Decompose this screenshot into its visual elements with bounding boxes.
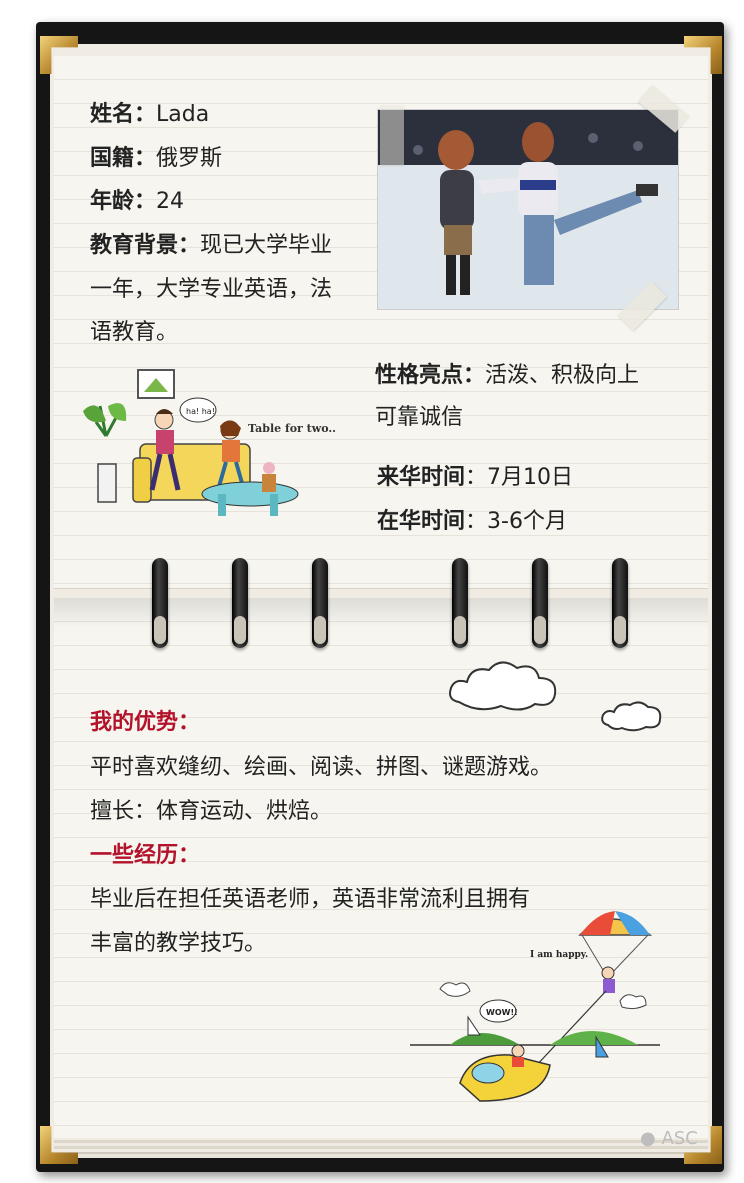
strengths-heading: 我的优势： (90, 703, 200, 743)
name-row: 姓名：Lada (90, 95, 209, 135)
binder-ring (452, 558, 468, 648)
boat-bubble-text: WOW!! (486, 1008, 518, 1017)
binder-ring (612, 558, 628, 648)
cloud-icon (445, 656, 565, 716)
personality-label: 性格亮点： (375, 363, 485, 388)
personality-line: 可靠诚信 (375, 398, 463, 438)
stay-value: 3-6个月 (487, 509, 567, 534)
couple-illustration: ha! ha! Table for two.. (78, 366, 353, 521)
binder-ring (232, 558, 248, 648)
education-line: 一年，大学专业英语，法 (90, 270, 332, 310)
wechat-icon: ● (640, 1128, 656, 1149)
binder-ring (152, 558, 168, 648)
age-row: 年龄：24 (90, 182, 184, 222)
stay-row: 在华时间：3-6个月 (377, 502, 567, 542)
education-row: 教育背景：现已大学毕业 (90, 226, 332, 266)
page-edge (54, 1146, 708, 1149)
wechat-watermark: ● ASC (640, 1128, 698, 1149)
arrival-label: 来华时间 (377, 465, 465, 490)
arrival-row: 来华时间：7月10日 (377, 458, 573, 498)
parachute-boat-illustration: I am happy. WOW!! (410, 905, 660, 1105)
couple-bubble-text: ha! ha! (186, 407, 215, 416)
age-value: 24 (156, 189, 184, 214)
nationality-label: 国籍： (90, 146, 156, 171)
name-label: 姓名： (90, 102, 156, 127)
education-text: 现已大学毕业 (200, 233, 332, 258)
experience-line: 丰富的教学技巧。 (90, 924, 266, 964)
binder-ring (312, 558, 328, 648)
age-label: 年龄： (90, 189, 156, 214)
stay-label: 在华时间 (377, 509, 465, 534)
nationality-row: 国籍：俄罗斯 (90, 139, 222, 179)
name-value: Lada (156, 102, 209, 127)
watermark-text: ASC (661, 1128, 697, 1149)
stay-sep: ： (465, 509, 487, 534)
personality-value: 活泼、积极向上 (485, 363, 639, 388)
strengths-line: 平时喜欢缝纫、绘画、阅读、拼图、谜题游戏。 (90, 748, 552, 788)
nationality-value: 俄罗斯 (156, 146, 222, 171)
couple-caption: Table for two.. (248, 422, 336, 435)
strengths-line: 擅长：体育运动、烘焙。 (90, 792, 332, 832)
binder-ring (532, 558, 548, 648)
education-label: 教育背景： (90, 233, 200, 258)
education-line: 语教育。 (90, 313, 178, 353)
cloud-icon (598, 697, 668, 733)
experience-heading: 一些经历： (90, 836, 200, 876)
profile-photo (377, 109, 679, 310)
photo-tape (380, 105, 404, 165)
parachute-caption: I am happy. (530, 950, 588, 960)
personality-row: 性格亮点：活泼、积极向上 (375, 356, 639, 396)
page-edge (54, 1140, 708, 1143)
arrival-sep: ： (465, 465, 487, 490)
arrival-value: 7月10日 (487, 465, 573, 490)
ice-rink-photo (378, 110, 678, 309)
